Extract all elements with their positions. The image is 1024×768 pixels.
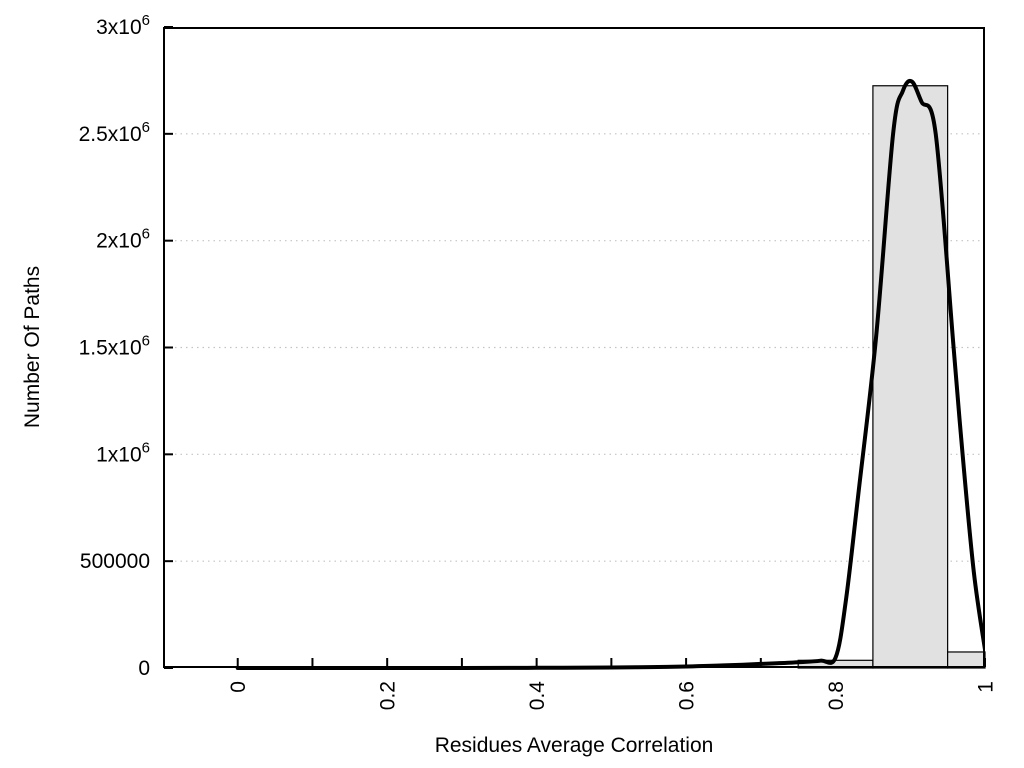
y-tick-label: 500000 xyxy=(80,550,150,573)
density-curve xyxy=(235,79,985,671)
x-axis-title: Residues Average Correlation xyxy=(434,734,714,757)
x-tick-label: 1 xyxy=(975,681,998,693)
histogram-bar xyxy=(872,85,949,669)
y-tick-label: 2x106 xyxy=(96,226,150,253)
y-tick-label: 2.5x106 xyxy=(79,119,150,146)
y-tick-label: 1.5x106 xyxy=(79,333,150,360)
x-tick-label: 0 xyxy=(227,681,250,693)
y-tick-label: 1x106 xyxy=(96,439,150,466)
x-tick-label: 0.4 xyxy=(526,681,549,711)
x-tick-label: 0.2 xyxy=(377,681,400,710)
y-tick-label: 0 xyxy=(138,657,150,680)
y-axis-title: Number Of Paths xyxy=(21,265,44,429)
y-tick-label: 3x106 xyxy=(96,12,150,39)
x-tick-label: 0.6 xyxy=(676,681,699,710)
plot-border xyxy=(163,27,985,668)
histogram-bar xyxy=(947,651,986,669)
x-tick-label: 0.8 xyxy=(825,681,848,710)
